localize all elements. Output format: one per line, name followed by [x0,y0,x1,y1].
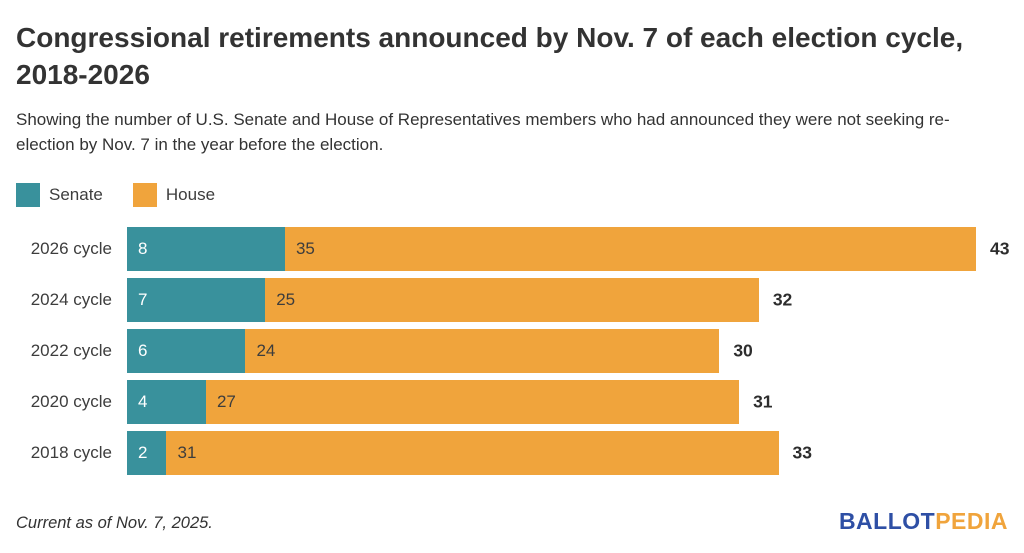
row-label: 2020 cycle [30,391,112,411]
bar-chart: 2026 cycle 8 35 43 2024 cycle 7 25 32 2022 cycle… [16,226,1009,482]
bar-segment-house: 24 [245,328,720,373]
bar-track: 6 24 30 [127,328,976,373]
bar-segment-senate: 7 [127,277,266,322]
bar-segment-house: 35 [284,226,976,271]
bar-track: 4 27 31 [127,379,976,424]
senate-swatch-icon [16,182,40,207]
stacked-bar: 6 24 [127,328,720,373]
current-as-of-note: Current as of Nov. 7, 2025. [16,514,213,532]
chart-row: 2026 cycle 8 35 43 [16,226,1009,271]
chart-title: Congressional retirements announced by N… [16,22,964,90]
bar-rows: 2026 cycle 8 35 43 2024 cycle 7 25 32 2022 cycle… [16,226,1009,475]
segment-value-label: 25 [276,289,296,309]
total-value-label: 43 [990,238,1010,259]
segment-value-label: 31 [177,442,197,462]
row-label: 2026 cycle [30,238,112,258]
chart-row: 2018 cycle 2 31 33 [16,430,1008,475]
bar-track: 2 31 33 [127,430,976,475]
chart-subtitle: Showing the number of U.S. Senate and Ho… [16,109,950,155]
stacked-bar: 2 31 [127,430,779,475]
chart-row: 2022 cycle 6 24 30 [16,328,1008,373]
bar-segment-senate: 4 [127,379,206,424]
total-value-label: 32 [772,289,793,310]
stacked-bar: 8 35 [127,226,976,271]
legend-item-senate: Senate [16,182,103,207]
segment-value-label: 8 [138,238,148,258]
row-label: 2024 cycle [30,289,112,309]
bar-segment-senate: 2 [127,430,167,475]
footer: Current as of Nov. 7, 2025. BALLOTPEDIA [16,510,1008,537]
total-value-label: 30 [733,340,753,361]
row-label: 2022 cycle [30,340,112,360]
bar-track: 8 35 43 [127,226,1009,271]
stacked-bar: 7 25 [127,277,759,322]
row-label: 2018 cycle [30,442,112,462]
logo-ballot-text: BALLOT [838,508,936,534]
bar-segment-senate: 8 [127,226,285,271]
segment-value-label: 35 [295,238,315,258]
segment-value-label: 4 [138,391,148,411]
chart-row: 2020 cycle 4 27 31 [16,379,1008,424]
chart-row: 2024 cycle 7 25 32 [16,277,1008,322]
logo-pedia-text: PEDIA [935,508,1008,534]
legend-item-house: House [132,182,216,207]
house-swatch-icon [132,182,157,207]
segment-value-label: 6 [138,340,148,360]
ballotpedia-logo: BALLOTPEDIA [839,510,1008,533]
bar-segment-house: 31 [166,430,779,475]
bar-segment-house: 27 [205,379,740,424]
total-value-label: 33 [792,442,813,463]
segment-value-label: 2 [138,442,148,462]
stacked-bar: 4 27 [127,379,740,424]
segment-value-label: 24 [256,340,276,360]
total-value-label: 31 [753,391,773,412]
bar-segment-senate: 6 [127,328,246,373]
legend-label-house: House [165,184,216,204]
legend-label-senate: Senate [49,184,103,204]
bar-segment-house: 25 [265,277,759,322]
segment-value-label: 7 [138,289,148,309]
segment-value-label: 27 [216,391,236,411]
bar-track: 7 25 32 [127,277,976,322]
legend: Senate House [16,182,1008,207]
